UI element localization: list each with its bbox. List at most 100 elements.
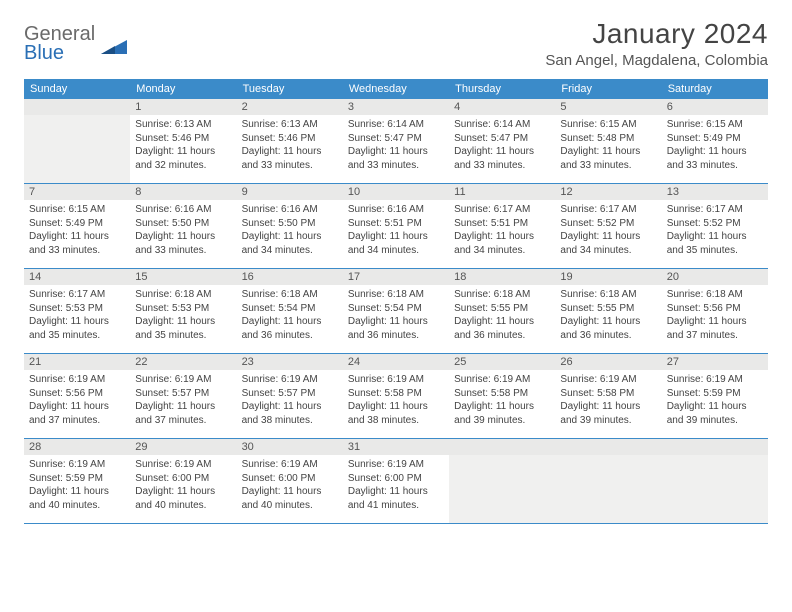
- daylight-text: Daylight: 11 hours and 34 minutes.: [560, 230, 656, 257]
- sunset-text: Sunset: 5:47 PM: [348, 132, 444, 146]
- day-cell: 1Sunrise: 6:13 AMSunset: 5:46 PMDaylight…: [130, 99, 236, 183]
- sunset-text: Sunset: 5:50 PM: [242, 217, 338, 231]
- weekday-header-cell: Saturday: [662, 79, 768, 99]
- day-cell: 7Sunrise: 6:15 AMSunset: 5:49 PMDaylight…: [24, 184, 130, 268]
- day-number: 14: [24, 269, 130, 285]
- sunrise-text: Sunrise: 6:17 AM: [667, 203, 763, 217]
- day-cell: 8Sunrise: 6:16 AMSunset: 5:50 PMDaylight…: [130, 184, 236, 268]
- logo-text: General Blue: [24, 24, 95, 63]
- daylight-text: Daylight: 11 hours and 33 minutes.: [242, 145, 338, 172]
- day-number: 20: [662, 269, 768, 285]
- sunset-text: Sunset: 5:56 PM: [29, 387, 125, 401]
- sunrise-text: Sunrise: 6:15 AM: [560, 118, 656, 132]
- day-number: 16: [237, 269, 343, 285]
- sunrise-text: Sunrise: 6:18 AM: [667, 288, 763, 302]
- day-cell: [662, 439, 768, 523]
- daylight-text: Daylight: 11 hours and 36 minutes.: [348, 315, 444, 342]
- calendar-grid: SundayMondayTuesdayWednesdayThursdayFrid…: [24, 79, 768, 524]
- sunrise-text: Sunrise: 6:14 AM: [454, 118, 550, 132]
- sunset-text: Sunset: 5:49 PM: [667, 132, 763, 146]
- daylight-text: Daylight: 11 hours and 33 minutes.: [348, 145, 444, 172]
- weekday-header-cell: Monday: [130, 79, 236, 99]
- day-cell: 30Sunrise: 6:19 AMSunset: 6:00 PMDayligh…: [237, 439, 343, 523]
- day-cell: 27Sunrise: 6:19 AMSunset: 5:59 PMDayligh…: [662, 354, 768, 438]
- sunset-text: Sunset: 5:58 PM: [348, 387, 444, 401]
- day-number: 21: [24, 354, 130, 370]
- sunset-text: Sunset: 6:00 PM: [242, 472, 338, 486]
- daylight-text: Daylight: 11 hours and 39 minutes.: [560, 400, 656, 427]
- daylight-text: Daylight: 11 hours and 35 minutes.: [29, 315, 125, 342]
- day-cell: 9Sunrise: 6:16 AMSunset: 5:50 PMDaylight…: [237, 184, 343, 268]
- daylight-text: Daylight: 11 hours and 40 minutes.: [135, 485, 231, 512]
- day-details: Sunrise: 6:19 AMSunset: 5:59 PMDaylight:…: [29, 458, 125, 512]
- weekday-header-cell: Thursday: [449, 79, 555, 99]
- day-number: 12: [555, 184, 661, 200]
- day-details: Sunrise: 6:18 AMSunset: 5:55 PMDaylight:…: [560, 288, 656, 342]
- sunset-text: Sunset: 5:52 PM: [667, 217, 763, 231]
- weekday-header-cell: Tuesday: [237, 79, 343, 99]
- sunrise-text: Sunrise: 6:19 AM: [135, 373, 231, 387]
- day-details: Sunrise: 6:16 AMSunset: 5:50 PMDaylight:…: [135, 203, 231, 257]
- day-details: Sunrise: 6:17 AMSunset: 5:53 PMDaylight:…: [29, 288, 125, 342]
- day-number: 10: [343, 184, 449, 200]
- sunset-text: Sunset: 5:51 PM: [348, 217, 444, 231]
- daylight-text: Daylight: 11 hours and 37 minutes.: [29, 400, 125, 427]
- day-number-empty: [555, 439, 661, 455]
- daylight-text: Daylight: 11 hours and 35 minutes.: [135, 315, 231, 342]
- day-details: Sunrise: 6:16 AMSunset: 5:51 PMDaylight:…: [348, 203, 444, 257]
- daylight-text: Daylight: 11 hours and 35 minutes.: [667, 230, 763, 257]
- day-number: 25: [449, 354, 555, 370]
- sunrise-text: Sunrise: 6:13 AM: [135, 118, 231, 132]
- day-cell: 16Sunrise: 6:18 AMSunset: 5:54 PMDayligh…: [237, 269, 343, 353]
- week-row: 14 Sunrise: 6:17 AMSunset: 5:53 PMDayligh…: [24, 269, 768, 354]
- daylight-text: Daylight: 11 hours and 32 minutes.: [135, 145, 231, 172]
- header: General Blue January 2024 San Angel, Mag…: [24, 18, 768, 69]
- day-cell: 17Sunrise: 6:18 AMSunset: 5:54 PMDayligh…: [343, 269, 449, 353]
- sunset-text: Sunset: 5:50 PM: [135, 217, 231, 231]
- week-row: 21Sunrise: 6:19 AMSunset: 5:56 PMDayligh…: [24, 354, 768, 439]
- day-details: Sunrise: 6:15 AMSunset: 5:49 PMDaylight:…: [29, 203, 125, 257]
- daylight-text: Daylight: 11 hours and 33 minutes.: [560, 145, 656, 172]
- sunrise-text: Sunrise: 6:19 AM: [242, 373, 338, 387]
- day-details: Sunrise: 6:18 AMSunset: 5:55 PMDaylight:…: [454, 288, 550, 342]
- day-number: 30: [237, 439, 343, 455]
- sunrise-text: Sunrise: 6:16 AM: [348, 203, 444, 217]
- day-details: Sunrise: 6:19 AMSunset: 5:58 PMDaylight:…: [560, 373, 656, 427]
- day-details: Sunrise: 6:18 AMSunset: 5:54 PMDaylight:…: [348, 288, 444, 342]
- logo-triangle-icon: [101, 36, 127, 54]
- day-details: Sunrise: 6:19 AMSunset: 5:56 PMDaylight:…: [29, 373, 125, 427]
- sunrise-text: Sunrise: 6:18 AM: [348, 288, 444, 302]
- day-details: Sunrise: 6:13 AMSunset: 5:46 PMDaylight:…: [135, 118, 231, 172]
- sunset-text: Sunset: 5:52 PM: [560, 217, 656, 231]
- sunrise-text: Sunrise: 6:19 AM: [29, 373, 125, 387]
- logo-word-blue: Blue: [24, 43, 95, 63]
- weekday-header-cell: Wednesday: [343, 79, 449, 99]
- sunrise-text: Sunrise: 6:15 AM: [667, 118, 763, 132]
- sunset-text: Sunset: 5:59 PM: [667, 387, 763, 401]
- day-cell: 23Sunrise: 6:19 AMSunset: 5:57 PMDayligh…: [237, 354, 343, 438]
- daylight-text: Daylight: 11 hours and 37 minutes.: [135, 400, 231, 427]
- day-details: Sunrise: 6:19 AMSunset: 5:58 PMDaylight:…: [454, 373, 550, 427]
- day-cell: 6Sunrise: 6:15 AMSunset: 5:49 PMDaylight…: [662, 99, 768, 183]
- day-details: Sunrise: 6:19 AMSunset: 5:58 PMDaylight:…: [348, 373, 444, 427]
- day-cell: 15 Sunrise: 6:18 AMSunset: 5:53 PMDayligh…: [130, 269, 236, 353]
- sunrise-text: Sunrise: 6:16 AM: [242, 203, 338, 217]
- day-number: 28: [24, 439, 130, 455]
- daylight-text: Daylight: 11 hours and 39 minutes.: [454, 400, 550, 427]
- day-number-empty: [662, 439, 768, 455]
- day-details: Sunrise: 6:18 AMSunset: 5:53 PMDaylight:…: [135, 288, 231, 342]
- sunrise-text: Sunrise: 6:19 AM: [348, 373, 444, 387]
- day-details: Sunrise: 6:15 AMSunset: 5:48 PMDaylight:…: [560, 118, 656, 172]
- daylight-text: Daylight: 11 hours and 34 minutes.: [348, 230, 444, 257]
- weeks-container: 1Sunrise: 6:13 AMSunset: 5:46 PMDaylight…: [24, 99, 768, 524]
- daylight-text: Daylight: 11 hours and 36 minutes.: [560, 315, 656, 342]
- week-row: 28 Sunrise: 6:19 AMSunset: 5:59 PMDayligh…: [24, 439, 768, 524]
- month-title: January 2024: [545, 18, 768, 50]
- sunrise-text: Sunrise: 6:14 AM: [348, 118, 444, 132]
- sunrise-text: Sunrise: 6:19 AM: [348, 458, 444, 472]
- sunrise-text: Sunrise: 6:18 AM: [560, 288, 656, 302]
- sunrise-text: Sunrise: 6:15 AM: [29, 203, 125, 217]
- day-number: 15: [130, 269, 236, 285]
- day-number: 4: [449, 99, 555, 115]
- sunset-text: Sunset: 5:58 PM: [560, 387, 656, 401]
